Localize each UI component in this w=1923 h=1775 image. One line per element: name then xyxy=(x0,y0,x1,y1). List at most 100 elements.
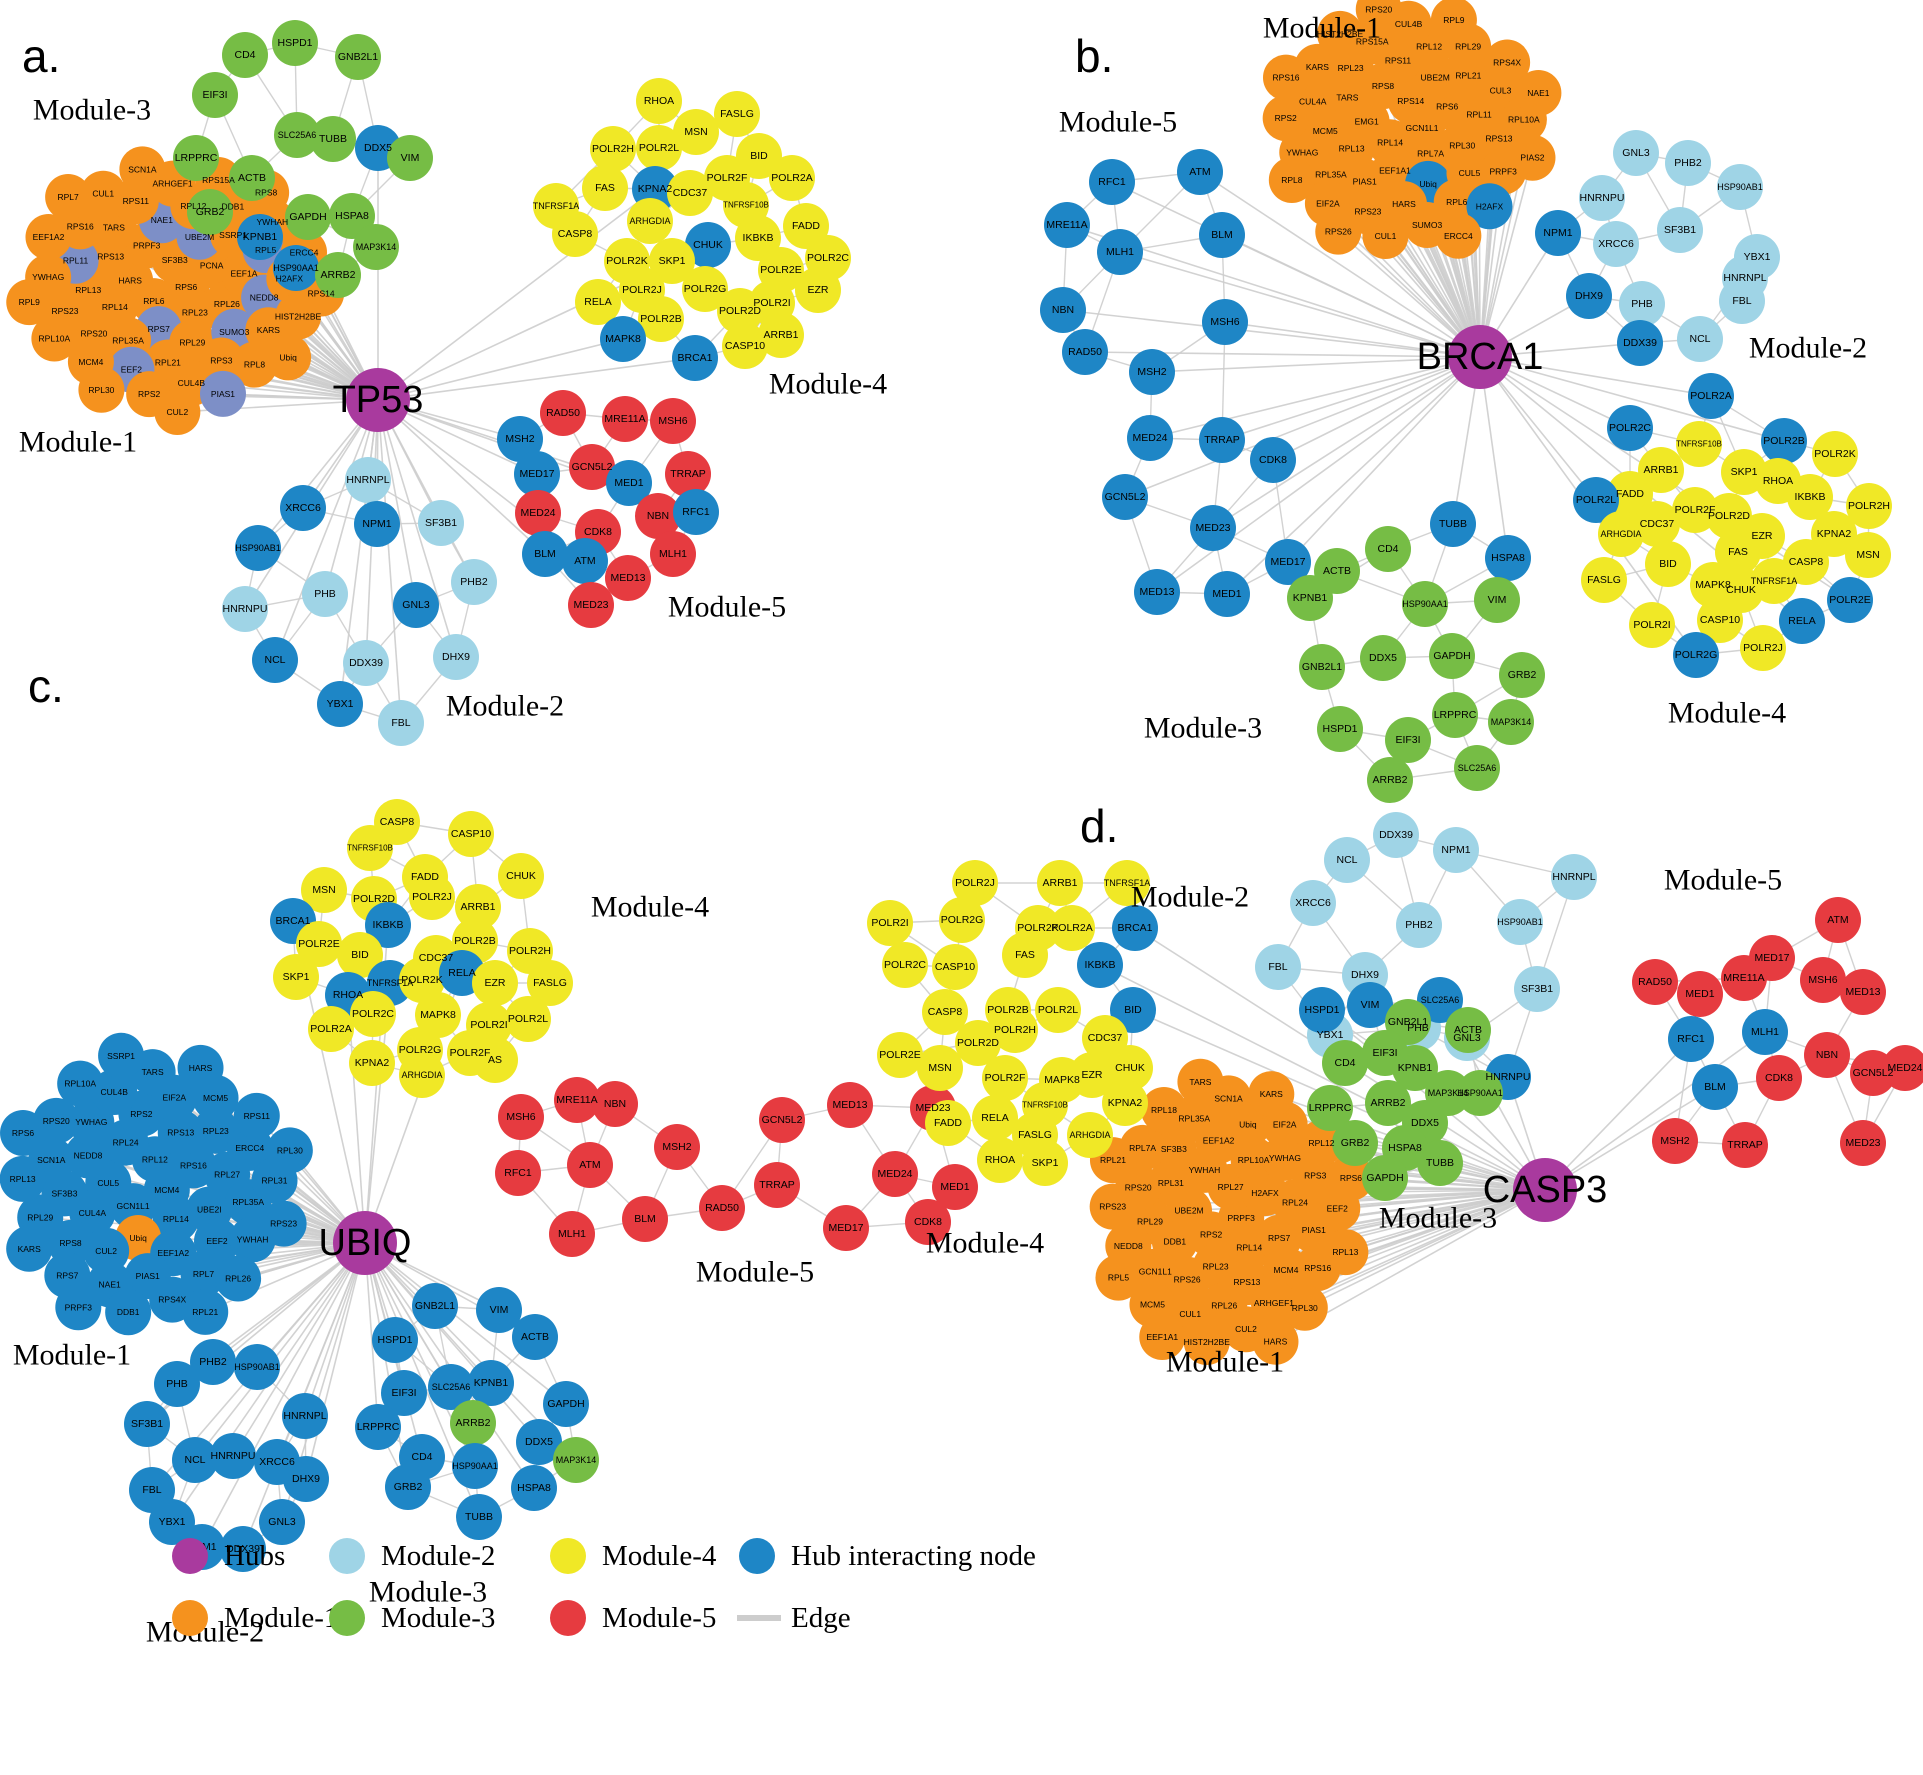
node-label-MCM5: MCM5 xyxy=(203,1093,228,1103)
node-label-GCN5L2: GCN5L2 xyxy=(762,1114,803,1126)
node-label-RPL29: RPL29 xyxy=(179,337,205,347)
node-BLM xyxy=(1199,212,1245,258)
node-POLR2I xyxy=(867,900,913,946)
node-KPNA2 xyxy=(1102,1080,1148,1126)
node-label-SKP1: SKP1 xyxy=(1731,466,1758,478)
node-RHOA xyxy=(636,78,682,124)
node-GCN5L2 xyxy=(1102,474,1148,520)
node-label-RPL12: RPL12 xyxy=(180,201,206,211)
node-label-YWHAG: YWHAG xyxy=(75,1117,107,1127)
node-GNL3 xyxy=(393,582,439,628)
node-label-YWHAH: YWHAH xyxy=(1189,1165,1221,1175)
node-MAPK8 xyxy=(415,992,461,1038)
node-PIAS2 xyxy=(1509,134,1556,181)
node-MED1 xyxy=(606,460,652,506)
node-ARHGDIA xyxy=(399,1052,445,1098)
module-label-module-5: Module-5 xyxy=(696,1256,814,1289)
node-label-MED1: MED1 xyxy=(940,1181,969,1193)
node-label-NAE1: NAE1 xyxy=(1527,88,1549,98)
edge xyxy=(364,1242,540,1443)
node-label-CUL4B: CUL4B xyxy=(100,1087,128,1097)
node-label-RPS2: RPS2 xyxy=(138,389,160,399)
node-label-RPL13: RPL13 xyxy=(1339,143,1365,153)
node-ATM xyxy=(567,1142,613,1188)
node-label-POLR2J: POLR2J xyxy=(1743,642,1783,654)
node-label-SSRP1: SSRP1 xyxy=(107,1051,135,1061)
node-label-ARHGDIA: ARHGDIA xyxy=(629,216,670,226)
node-label-TRRAP: TRRAP xyxy=(1727,1139,1763,1151)
node-label-RHOA: RHOA xyxy=(985,1154,1015,1166)
node-label-MED23: MED23 xyxy=(1195,522,1230,534)
node-label-RPL27: RPL27 xyxy=(1218,1182,1244,1192)
node-label-PIAS1: PIAS1 xyxy=(1353,177,1377,187)
node-label-PCNA: PCNA xyxy=(200,260,224,270)
node-label-RHOA: RHOA xyxy=(644,95,674,107)
node-label-TRRAP: TRRAP xyxy=(670,468,706,480)
node-label-RPL14: RPL14 xyxy=(1236,1242,1262,1252)
node-MED13 xyxy=(827,1082,873,1128)
node-label-TUBB: TUBB xyxy=(319,133,347,145)
edge xyxy=(1151,356,1481,373)
node-label-RPS20: RPS20 xyxy=(80,328,107,338)
edge xyxy=(1156,356,1481,593)
node-label-BRCA1: BRCA1 xyxy=(275,915,310,927)
node-label-ATM: ATM xyxy=(1827,914,1848,926)
node-TRRAP xyxy=(665,451,711,497)
node-label-MED1: MED1 xyxy=(614,477,643,489)
node-SLC25A6 xyxy=(1417,977,1463,1023)
node-label-CUL1: CUL1 xyxy=(1375,231,1397,241)
node-RPL26 xyxy=(215,1255,262,1302)
node-label-PIAS1: PIAS1 xyxy=(136,1271,160,1281)
node-GRB2 xyxy=(187,189,233,235)
node-label-KPNB1: KPNB1 xyxy=(243,231,278,243)
node-NBN xyxy=(1804,1032,1850,1078)
node-SF3B1 xyxy=(1514,966,1560,1012)
node-POLR2A xyxy=(1688,373,1734,419)
legend-swatch-module-3 xyxy=(329,1600,365,1636)
node-label-POLR2K: POLR2K xyxy=(1017,922,1058,934)
node-label-XRCC6: XRCC6 xyxy=(1598,238,1634,250)
node-label-PHB2: PHB2 xyxy=(460,576,488,588)
node-label-RPL7A: RPL7A xyxy=(1417,149,1444,159)
node-label-POLR2K: POLR2K xyxy=(401,974,442,986)
node-GNB2L1 xyxy=(335,34,381,80)
nodes-layer xyxy=(0,0,1923,1572)
node-YBX1 xyxy=(317,681,363,727)
node-label-LRPPRC: LRPPRC xyxy=(1434,709,1477,721)
node-label-CUL2: CUL2 xyxy=(166,407,188,417)
node-HNRNPL xyxy=(1551,854,1597,900)
node-label-CUL2: CUL2 xyxy=(1235,1324,1257,1334)
node-RPS6 xyxy=(1327,1154,1374,1201)
node-label-MED24: MED24 xyxy=(877,1168,912,1180)
node-MSN xyxy=(301,867,347,913)
node-label-TNFRSF10B: TNFRSF10B xyxy=(1022,1101,1068,1110)
node-label-NAE1: NAE1 xyxy=(151,215,173,225)
node-label-MED23: MED23 xyxy=(915,1102,950,1114)
node-POLR2L xyxy=(1035,987,1081,1033)
node-HNRNPU xyxy=(222,586,268,632)
node-ARHGDIA xyxy=(627,198,673,244)
node-label-MSN: MSN xyxy=(684,126,707,138)
node-label-EZR: EZR xyxy=(1752,530,1773,542)
node-GNB2L1 xyxy=(1299,644,1345,690)
node-label-KPNA2: KPNA2 xyxy=(355,1057,390,1069)
node-label-Ubiq: Ubiq xyxy=(279,352,297,362)
node-HSPA8 xyxy=(1485,535,1531,581)
node-label-HARS: HARS xyxy=(118,276,142,286)
node-label-SF3B1: SF3B1 xyxy=(1521,983,1553,995)
node-BLM xyxy=(1692,1064,1738,1110)
node-label-GRB2: GRB2 xyxy=(1508,669,1537,681)
node-label-POLR2J: POLR2J xyxy=(412,891,452,903)
node-label-RPS2: RPS2 xyxy=(1200,1229,1222,1239)
node-label-RPS16: RPS16 xyxy=(1273,73,1300,83)
edge xyxy=(274,399,379,661)
node-label-UBE2M: UBE2M xyxy=(1174,1206,1203,1216)
node-label-NPM1: NPM1 xyxy=(362,518,391,530)
node-label-MED23: MED23 xyxy=(573,599,608,611)
node-LRPPRC xyxy=(1307,1085,1353,1131)
node-HNRNPU xyxy=(1579,175,1625,221)
node-label-CUL3: CUL3 xyxy=(1490,86,1512,96)
node-BID xyxy=(1110,987,1156,1033)
node-label-MAPK8: MAPK8 xyxy=(420,1009,456,1021)
node-SKP1 xyxy=(273,954,319,1000)
